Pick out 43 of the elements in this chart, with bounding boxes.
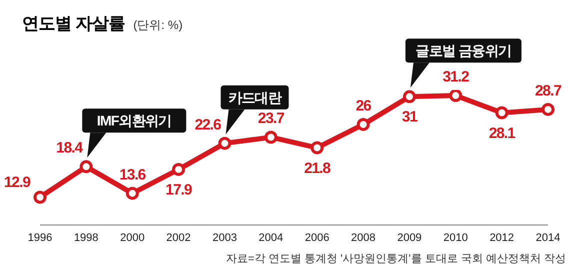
point: [495, 106, 508, 120]
x-tick-label: 2009: [397, 232, 422, 244]
x-tick-label: 2008: [351, 232, 376, 244]
x-tick-label: 2004: [258, 232, 284, 244]
x-tick-label: 2014: [536, 232, 560, 244]
chart-title: 연도별 자살률: [22, 13, 126, 35]
data-label: 22.6: [194, 116, 222, 134]
data-label: 26: [356, 97, 372, 114]
point: [80, 160, 93, 174]
point: [34, 190, 46, 204]
data-label: 12.9: [4, 174, 30, 192]
point: [218, 136, 232, 150]
point: [310, 141, 324, 154]
data-label: 28.1: [488, 124, 516, 142]
x-tick-label: 2002: [166, 232, 191, 244]
point: [542, 102, 554, 116]
chart-subtitle: (단위: %): [133, 17, 183, 34]
x-tick-label: 2003: [212, 232, 237, 244]
text: 자료=각 연도별 통계청 '사망원인통계'를 토대로 국회 예산정책처 작성: [226, 252, 566, 266]
x-tick-label: 1998: [74, 232, 98, 244]
data-label: 17.9: [166, 181, 192, 198]
point: [172, 162, 186, 176]
annotation: IMF외환위기: [96, 112, 172, 129]
data-label: 21.8: [304, 160, 331, 177]
point: [356, 118, 370, 131]
x-tick-label: 2012: [490, 232, 514, 244]
data-label: 18.4: [56, 140, 84, 157]
x-tick-label: 1996: [28, 232, 52, 244]
point: [264, 130, 278, 144]
point: [126, 186, 139, 200]
x-tick-label: 2006: [304, 232, 330, 244]
x-tick-label: 2010: [443, 232, 468, 244]
data-label: 31.2: [442, 68, 470, 86]
x-tick-label: 2000: [120, 232, 145, 244]
data-label: 13.6: [119, 166, 146, 184]
data-label: 23.7: [258, 110, 284, 128]
annotation: 글로벌 금융위기: [416, 42, 512, 59]
point: [402, 90, 416, 104]
point: [449, 90, 462, 102]
callout-box: IMF외환위기: [82, 108, 186, 158]
annotation: 카드대란: [228, 89, 282, 106]
data-label: 31: [402, 108, 418, 126]
data-label: 28.7: [535, 82, 562, 100]
